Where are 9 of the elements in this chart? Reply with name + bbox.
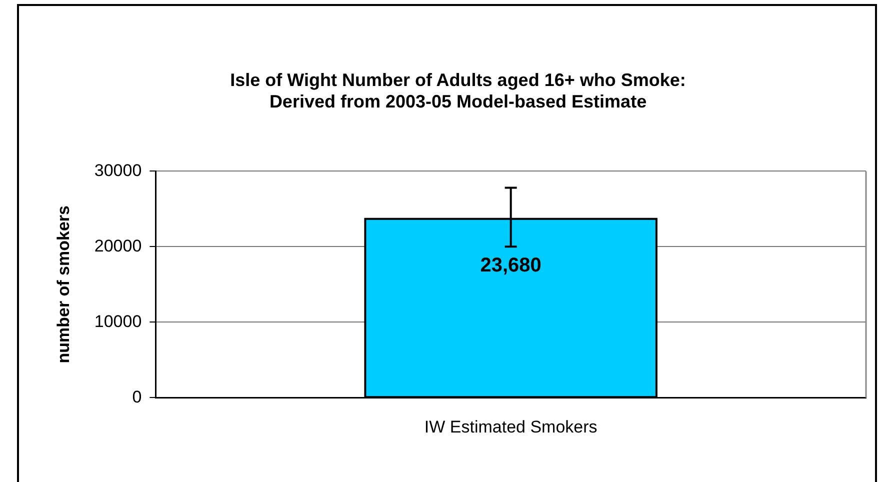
y-tick-label: 10000 xyxy=(94,312,142,331)
y-axis-title: number of smokers xyxy=(54,206,73,364)
data-label: 23,680 xyxy=(480,254,542,276)
x-tick-label: IW Estimated Smokers xyxy=(424,417,598,436)
y-tick-label: 20000 xyxy=(94,236,142,256)
y-tick-label: 0 xyxy=(132,387,142,406)
text: Isle of Wight Number of Adults aged 16+ who Smoke: xyxy=(230,70,686,90)
y-tick-label: 30000 xyxy=(94,160,142,180)
text: Derived from 2003-05 Model-based Estimate xyxy=(269,91,647,112)
